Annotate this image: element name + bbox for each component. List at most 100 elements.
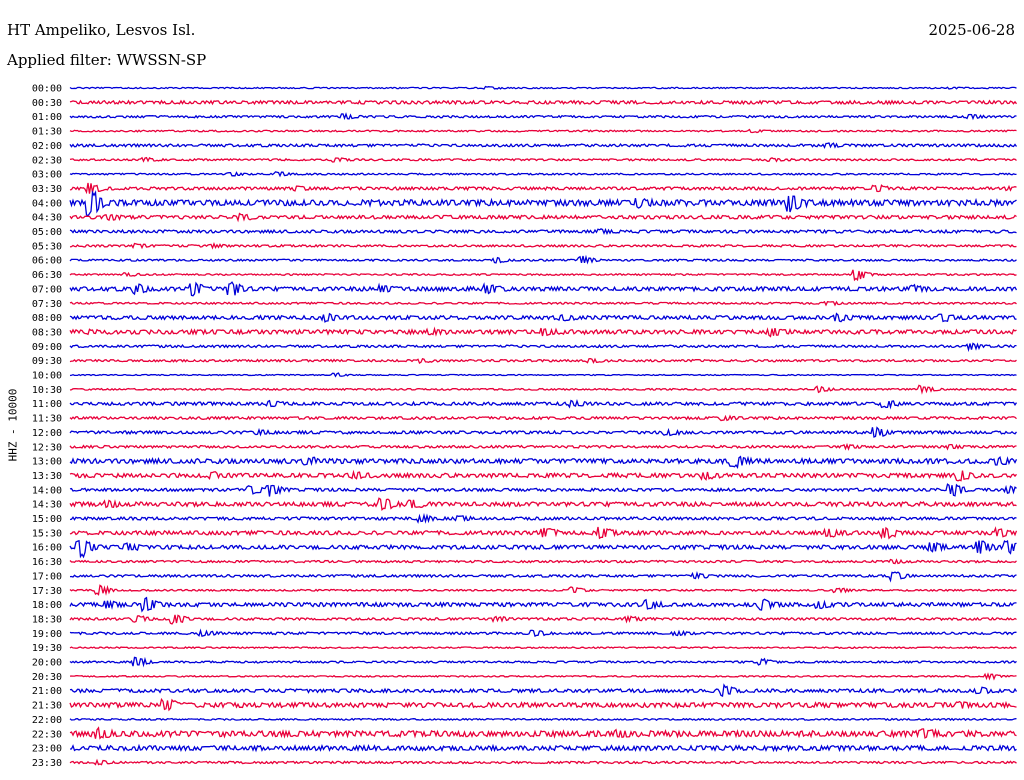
trace-2200: [69, 717, 1017, 722]
tick-label-0500: 05:00: [32, 227, 62, 238]
tick-label-0100: 01:00: [32, 112, 62, 123]
tick-label-1730: 17:30: [32, 586, 62, 597]
trace-2330: [69, 758, 1017, 766]
trace-1700: [69, 570, 1017, 583]
trace-1400: [69, 483, 1017, 497]
trace-2100: [69, 683, 1018, 698]
trace-0030: [69, 99, 1018, 106]
filter-label: Applied filter: WWSSN-SP: [7, 51, 207, 69]
tick-label-0730: 07:30: [32, 299, 62, 310]
trace-0300: [69, 171, 1017, 178]
tick-label-2330: 23:30: [32, 758, 62, 769]
trace-0430: [69, 212, 1017, 223]
tick-label-1800: 18:00: [32, 600, 62, 611]
tick-label-1630: 16:30: [32, 557, 62, 568]
tick-label-1100: 11:00: [32, 399, 62, 410]
trace-0900: [69, 342, 1017, 353]
trace-1630: [69, 558, 1017, 565]
tick-label-1200: 12:00: [32, 428, 62, 439]
trace-0930: [69, 357, 1017, 365]
tick-label-0700: 07:00: [32, 284, 62, 295]
trace-2300: [69, 743, 1017, 753]
trace-2000: [69, 656, 1017, 668]
trace-1100: [69, 398, 1018, 410]
trace-0600: [69, 254, 1017, 265]
tick-label-1430: 14:30: [32, 500, 62, 511]
trace-1830: [69, 614, 1017, 625]
trace-1200: [69, 426, 1018, 438]
trace-1730: [69, 584, 1017, 596]
tick-label-1530: 15:30: [32, 528, 62, 539]
tick-label-0800: 08:00: [32, 313, 62, 324]
trace-1930: [69, 646, 1017, 650]
trace-0000: [69, 85, 1017, 90]
trace-2030: [69, 672, 1017, 681]
tick-label-0200: 02:00: [32, 141, 62, 152]
trace-2130: [69, 697, 1017, 712]
trace-0330: [69, 182, 1017, 195]
trace-1330: [69, 469, 1017, 482]
tick-label-2030: 20:30: [32, 672, 62, 683]
tick-label-1030: 10:30: [32, 385, 62, 396]
tick-label-0900: 09:00: [32, 342, 62, 353]
trace-0200: [69, 142, 1018, 149]
trace-0500: [69, 227, 1017, 236]
trace-1600: [69, 539, 1017, 559]
trace-0530: [69, 241, 1017, 250]
trace-1130: [69, 414, 1017, 422]
trace-0130: [69, 128, 1017, 134]
trace-1230: [69, 442, 1017, 451]
tick-label-0000: 00:00: [32, 84, 62, 95]
tick-label-1000: 10:00: [32, 371, 62, 382]
trace-1800: [69, 596, 1017, 613]
tick-label-2130: 21:30: [32, 701, 62, 712]
trace-1500: [69, 512, 1017, 524]
tick-label-1500: 15:00: [32, 514, 62, 525]
trace-0630: [69, 269, 1017, 282]
tick-label-1230: 12:30: [32, 442, 62, 453]
trace-0730: [69, 300, 1017, 307]
tick-label-2100: 21:00: [32, 686, 62, 697]
trace-1530: [69, 526, 1018, 540]
tick-label-2200: 22:00: [32, 715, 62, 726]
tick-label-1900: 19:00: [32, 629, 62, 640]
trace-0830: [69, 326, 1017, 338]
trace-0800: [69, 312, 1017, 323]
tick-label-0530: 05:30: [32, 241, 62, 252]
trace-1430: [69, 497, 1017, 512]
tick-label-1130: 11:30: [32, 414, 62, 425]
trace-group: [69, 85, 1018, 766]
time-tick-labels: 00:00 00:30 01:00 01:30 02:00 02:30 03:00 03:30…: [32, 84, 62, 769]
tick-label-0030: 00:30: [32, 98, 62, 109]
tick-label-0830: 08:30: [32, 327, 62, 338]
tick-label-0230: 02:30: [32, 155, 62, 166]
trace-1900: [69, 628, 1017, 638]
tick-label-1830: 18:30: [32, 614, 62, 625]
trace-0100: [69, 112, 1017, 121]
tick-label-0630: 06:30: [32, 270, 62, 281]
station-title: HT Ampeliko, Lesvos Isl.: [7, 21, 196, 39]
tick-label-1400: 14:00: [32, 485, 62, 496]
tick-label-1600: 16:00: [32, 543, 62, 554]
tick-label-0430: 04:30: [32, 213, 62, 224]
tick-label-1330: 13:30: [32, 471, 62, 482]
trace-0230: [69, 156, 1017, 163]
trace-2230: [69, 726, 1017, 740]
trace-0700: [69, 281, 1018, 297]
trace-1030: [69, 384, 1017, 395]
tick-label-0300: 03:00: [32, 170, 62, 181]
tick-label-0130: 01:30: [32, 127, 62, 138]
trace-0400: [69, 190, 1017, 217]
trace-1000: [69, 372, 1017, 378]
trace-1300: [69, 455, 1018, 470]
tick-label-1930: 19:30: [32, 643, 62, 654]
tick-label-2000: 20:00: [32, 658, 62, 669]
tick-label-1700: 17:00: [32, 571, 62, 582]
tick-label-2230: 22:30: [32, 729, 62, 740]
tick-label-2300: 23:00: [32, 744, 62, 755]
tick-label-0930: 09:30: [32, 356, 62, 367]
tick-label-0330: 03:30: [32, 184, 62, 195]
record-date: 2025-06-28: [928, 21, 1015, 39]
tick-label-0400: 04:00: [32, 198, 62, 209]
